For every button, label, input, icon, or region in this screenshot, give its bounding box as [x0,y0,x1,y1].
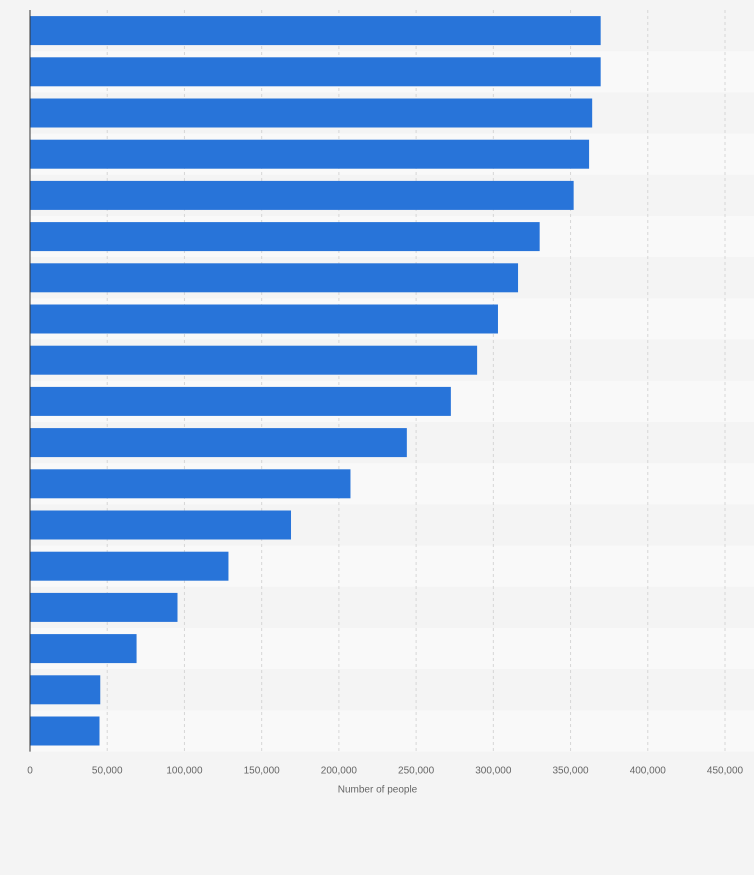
x-tick-label: 250,000 [398,766,435,777]
bar[interactable] [30,57,601,87]
bar[interactable] [30,345,478,375]
bar[interactable] [30,428,407,458]
bar[interactable] [30,139,590,169]
row-band [30,628,754,670]
bar[interactable] [30,510,292,540]
x-tick-label: 300,000 [475,766,512,777]
bar[interactable] [30,551,229,581]
bar[interactable] [30,304,498,334]
x-tick-label: 100,000 [166,766,203,777]
x-tick-label: 350,000 [552,766,589,777]
bar[interactable] [30,634,137,664]
x-tick-label: 50,000 [92,766,123,777]
bar[interactable] [30,469,351,499]
x-tick-label: 200,000 [321,766,358,777]
bar[interactable] [30,675,101,705]
row-band [30,710,754,752]
gridlines [106,10,726,752]
bar[interactable] [30,98,593,128]
x-tick-label: 0 [27,766,33,777]
bar[interactable] [30,592,178,622]
row-band [30,669,754,711]
bar[interactable] [30,180,574,210]
x-axis-ticks: 0 50,000 100,000 150,000 200,000 250,000 300,0… [27,766,743,777]
bars [30,16,601,746]
bar[interactable] [30,386,451,416]
x-tick-label: 400,000 [630,766,667,777]
bar[interactable] [30,16,601,46]
x-axis-label: Number of people [338,785,418,796]
x-tick-label: 150,000 [244,766,281,777]
bar[interactable] [30,263,519,293]
bar[interactable] [30,222,540,252]
x-tick-label: 450,000 [707,766,744,777]
bar[interactable] [30,716,100,746]
